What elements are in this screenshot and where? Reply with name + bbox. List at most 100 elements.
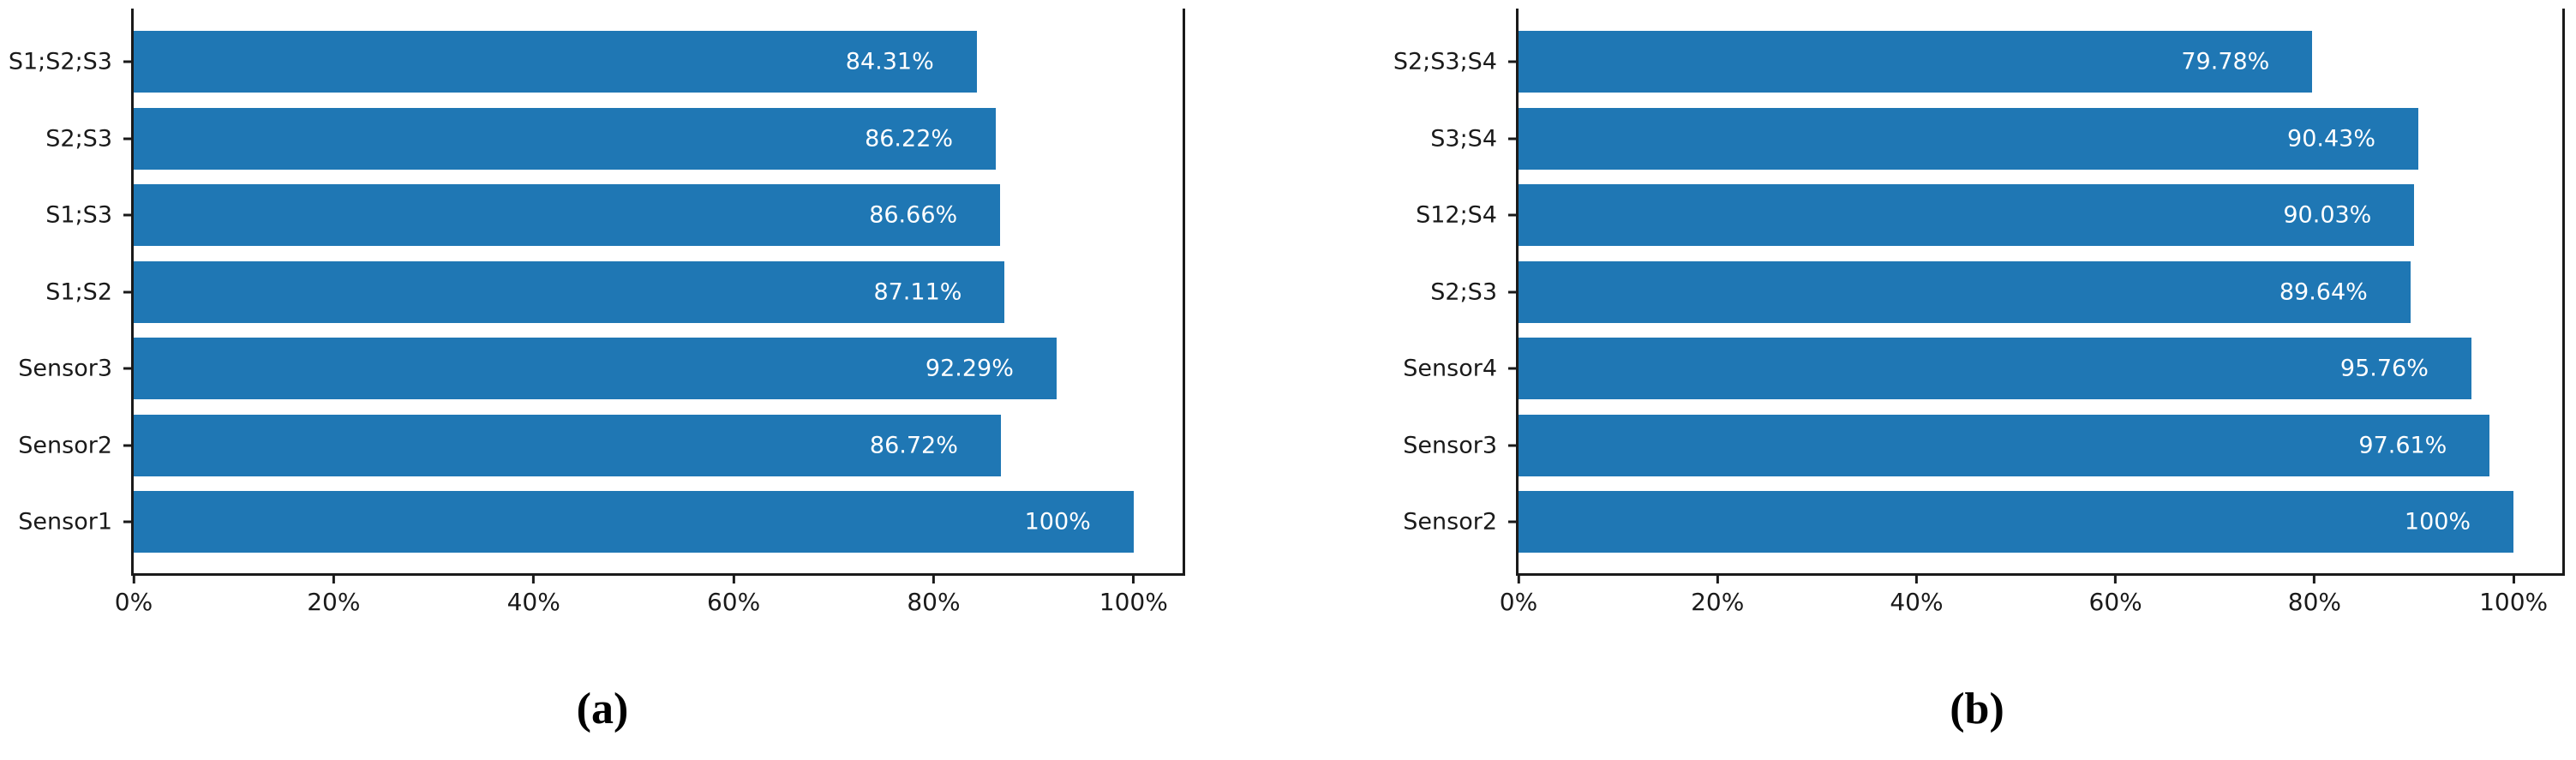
bar: 86.22% [134, 107, 997, 170]
x-tick-label: 80% [907, 588, 961, 616]
x-tick-label: 60% [2088, 588, 2142, 616]
bar-value-label: 90.03% [2283, 201, 2372, 229]
y-tick-mark [123, 367, 135, 370]
x-tick-label: 40% [1890, 588, 1944, 616]
bar: 87.11% [134, 260, 1005, 323]
y-tick-mark [123, 444, 135, 446]
bar-value-label: 97.61% [2358, 432, 2447, 458]
x-tick: 40% [1890, 573, 1944, 616]
x-tick: 100% [1099, 573, 1168, 616]
y-tick-mark [1508, 213, 1519, 217]
y-tick-mark [123, 290, 135, 293]
x-tick: 80% [907, 573, 961, 616]
y-axis-label: Sensor3 [1403, 432, 1497, 458]
x-tick-mark [332, 573, 335, 583]
y-axis-label: S2;S3 [1430, 278, 1497, 305]
x-tick-label: 100% [1099, 588, 1168, 616]
y-tick-mark [1508, 137, 1519, 140]
bar: 100% [1519, 491, 2514, 553]
y-axis-label: S12;S4 [1416, 201, 1497, 229]
y-axis-label: Sensor2 [18, 432, 112, 458]
x-tick: 80% [2288, 573, 2341, 616]
x-tick: 60% [707, 573, 760, 616]
y-tick-mark [1508, 290, 1519, 293]
bar-value-label: 79.78% [2181, 48, 2270, 75]
x-tick: 40% [507, 573, 560, 616]
bar: 95.76% [1519, 338, 2471, 399]
bar-row: S3;S4 90.43% [1430, 107, 2562, 170]
bar-row: S2;S3 86.22% [45, 107, 1183, 170]
chart-a-x-axis: 0% 20% 40% 60% 80% 100% [115, 573, 1183, 625]
x-tick-mark [732, 573, 735, 583]
bar-row: S1;S2;S3 84.31% [9, 31, 1183, 93]
x-tick-mark [932, 573, 935, 583]
x-tick-label: 0% [1499, 588, 1538, 616]
x-tick-mark [2512, 573, 2515, 583]
x-tick-label: 40% [506, 588, 560, 616]
x-tick-label: 60% [706, 588, 761, 616]
bar: 90.03% [1519, 184, 2415, 246]
x-tick-mark [1716, 573, 1719, 583]
bar: 86.72% [134, 414, 1001, 476]
bar-row: S2;S3;S4 79.78% [1393, 31, 2562, 93]
y-tick-mark [1508, 60, 1519, 63]
bar-value-label: 100% [1024, 508, 1091, 536]
bar: 79.78% [1519, 31, 2313, 93]
bar-value-label: 86.66% [869, 201, 958, 229]
bar: 100% [134, 491, 1134, 553]
bar-value-label: 95.76% [2339, 355, 2429, 382]
x-tick-mark [2114, 573, 2118, 583]
bar-value-label: 100% [2404, 508, 2471, 536]
bar-row: Sensor4 95.76% [1403, 338, 2562, 399]
bar-row: S2;S3 89.64% [1430, 260, 2562, 323]
bar-value-label: 89.64% [2279, 278, 2368, 305]
chart-a-bars: S1;S2;S3 84.31% S2;S3 86.22% S1;S3 86.66… [9, 9, 1183, 573]
x-tick: 20% [307, 573, 360, 616]
x-tick-mark [532, 573, 536, 583]
y-tick-mark [123, 213, 135, 217]
x-tick: 0% [115, 573, 153, 616]
x-tick-label: 100% [2479, 588, 2549, 616]
x-tick-mark [1914, 573, 1918, 583]
x-tick-label: 80% [2287, 588, 2341, 616]
bar: 84.31% [134, 31, 977, 93]
bar-row: S1;S3 86.66% [45, 184, 1183, 246]
x-tick: 20% [1691, 573, 1744, 616]
y-axis-label: Sensor3 [18, 355, 112, 382]
x-tick: 0% [1500, 573, 1537, 616]
bar-value-label: 90.43% [2287, 125, 2375, 152]
chart-b-plot-area: S2;S3;S4 79.78% S3;S4 90.43% S12;S4 90.0… [1393, 9, 2565, 616]
y-tick-mark [1508, 520, 1519, 524]
x-tick-mark [2313, 573, 2316, 583]
chart-a-plot-area: S1;S2;S3 84.31% S2;S3 86.22% S1;S3 86.66… [9, 9, 1185, 616]
y-axis-label: Sensor2 [1403, 508, 1497, 536]
x-tick: 60% [2089, 573, 2142, 616]
bar: 86.66% [134, 184, 1001, 246]
bar-value-label: 92.29% [925, 355, 1014, 382]
y-axis-label: Sensor1 [18, 508, 112, 536]
bar-value-label: 86.72% [869, 432, 958, 458]
x-tick-label: 20% [307, 588, 361, 616]
x-tick: 100% [2479, 573, 2548, 616]
bar: 92.29% [134, 338, 1057, 399]
y-axis-label: S1;S2;S3 [8, 48, 112, 75]
bar-row: Sensor2 100% [1403, 491, 2562, 553]
x-tick-label: 0% [114, 588, 153, 616]
bar-value-label: 87.11% [873, 278, 962, 305]
bar-row: Sensor1 100% [18, 491, 1183, 553]
y-tick-mark [1508, 444, 1519, 446]
chart-b-bars: S2;S3;S4 79.78% S3;S4 90.43% S12;S4 90.0… [1393, 9, 2562, 573]
bar-value-label: 86.22% [865, 125, 954, 152]
subfigure-caption-a: (a) [576, 685, 629, 733]
x-tick-mark [1132, 573, 1135, 583]
y-axis-label: S2;S3 [45, 125, 112, 152]
subfigure-caption-b: (b) [1950, 685, 2004, 733]
bar-row: Sensor3 92.29% [18, 338, 1183, 399]
y-tick-mark [1508, 367, 1519, 370]
x-tick-mark [132, 573, 135, 583]
y-tick-mark [123, 60, 135, 63]
y-axis-label: S3;S4 [1430, 125, 1497, 152]
y-axis-label: S1;S3 [45, 201, 112, 229]
y-axis-label: Sensor4 [1403, 355, 1497, 382]
